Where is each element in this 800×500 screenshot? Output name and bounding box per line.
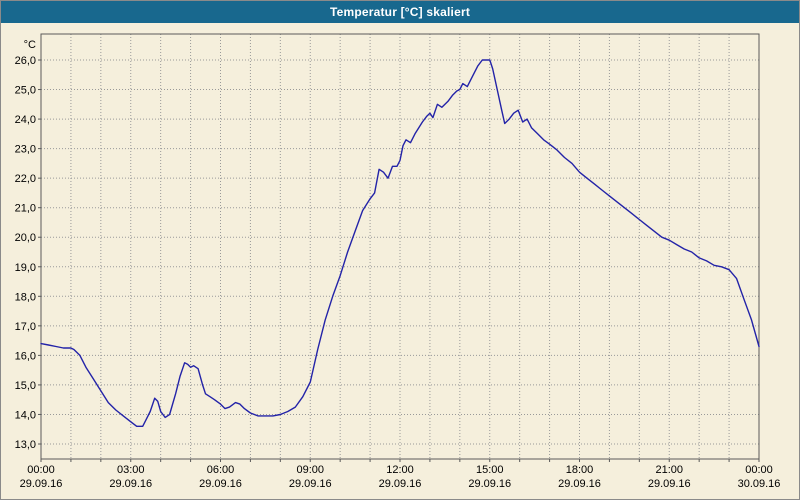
svg-text:21:00: 21:00 bbox=[655, 464, 683, 476]
svg-text:29.09.16: 29.09.16 bbox=[20, 478, 63, 490]
svg-text:26,0: 26,0 bbox=[15, 55, 36, 67]
svg-text:09:00: 09:00 bbox=[296, 464, 324, 476]
svg-text:18:00: 18:00 bbox=[566, 464, 594, 476]
svg-text:23,0: 23,0 bbox=[15, 144, 36, 156]
svg-text:06:00: 06:00 bbox=[207, 464, 235, 476]
svg-text:18,0: 18,0 bbox=[15, 291, 36, 303]
svg-text:29.09.16: 29.09.16 bbox=[648, 478, 691, 490]
svg-text:29.09.16: 29.09.16 bbox=[468, 478, 511, 490]
svg-text:°C: °C bbox=[24, 39, 36, 51]
svg-text:29.09.16: 29.09.16 bbox=[379, 478, 422, 490]
svg-text:16,0: 16,0 bbox=[15, 350, 36, 362]
svg-text:22,0: 22,0 bbox=[15, 173, 36, 185]
svg-text:12:00: 12:00 bbox=[386, 464, 414, 476]
window-title: Temperatur [°C] skaliert bbox=[329, 5, 471, 19]
svg-text:25,0: 25,0 bbox=[15, 85, 36, 97]
svg-text:24,0: 24,0 bbox=[15, 114, 36, 126]
svg-text:21,0: 21,0 bbox=[15, 203, 36, 215]
svg-text:03:00: 03:00 bbox=[117, 464, 145, 476]
svg-text:29.09.16: 29.09.16 bbox=[199, 478, 242, 490]
svg-text:00:00: 00:00 bbox=[745, 464, 773, 476]
svg-text:29.09.16: 29.09.16 bbox=[558, 478, 601, 490]
svg-text:13,0: 13,0 bbox=[15, 439, 36, 451]
svg-text:15:00: 15:00 bbox=[476, 464, 504, 476]
svg-text:00:00: 00:00 bbox=[27, 464, 55, 476]
svg-text:14,0: 14,0 bbox=[15, 409, 36, 421]
svg-text:29.09.16: 29.09.16 bbox=[289, 478, 332, 490]
svg-text:30.09.16: 30.09.16 bbox=[738, 478, 781, 490]
svg-text:15,0: 15,0 bbox=[15, 380, 36, 392]
svg-text:20,0: 20,0 bbox=[15, 232, 36, 244]
svg-text:19,0: 19,0 bbox=[15, 262, 36, 274]
svg-text:29.09.16: 29.09.16 bbox=[109, 478, 152, 490]
svg-text:17,0: 17,0 bbox=[15, 321, 36, 333]
window-titlebar: Temperatur [°C] skaliert bbox=[1, 1, 799, 23]
